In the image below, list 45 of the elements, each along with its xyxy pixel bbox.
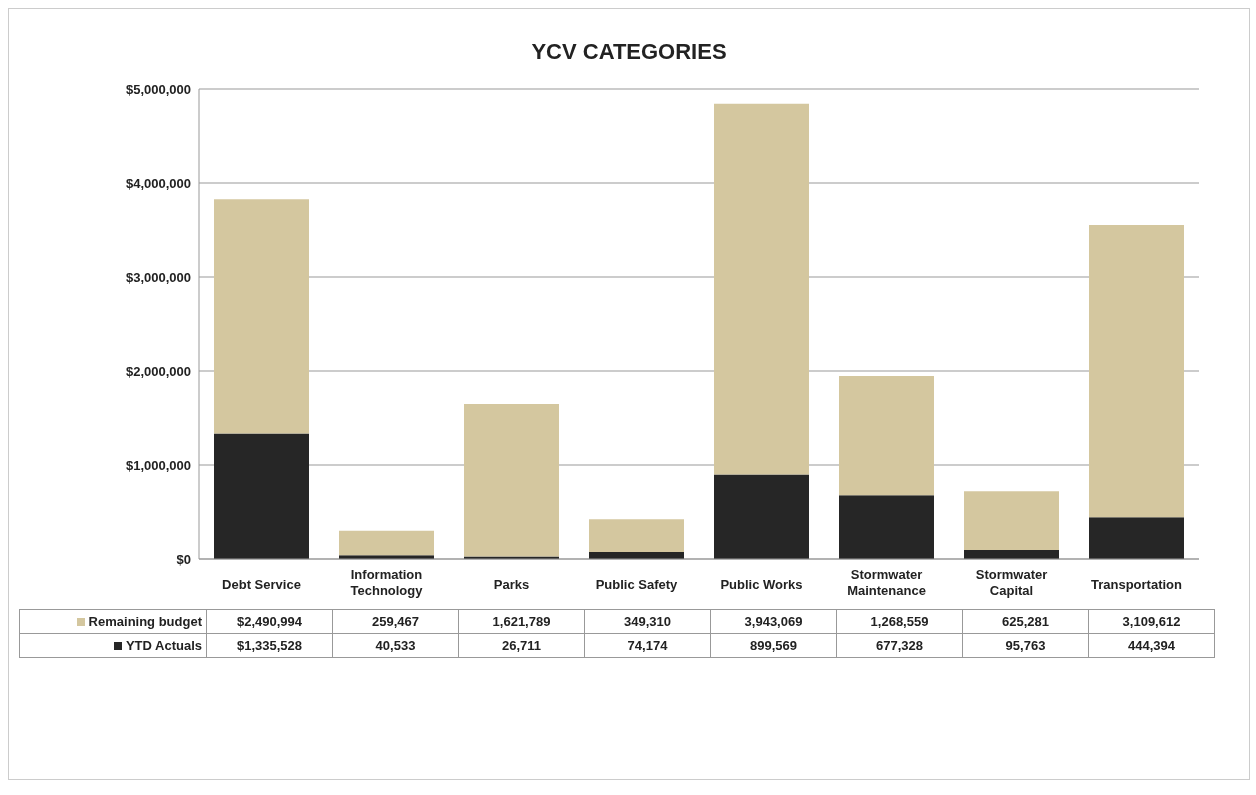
data-label: 677,328 — [836, 633, 963, 658]
bar — [214, 199, 309, 434]
x-tick-label: Stormwater Maintenance — [847, 567, 926, 598]
y-tick-label: $5,000,000 — [125, 81, 191, 97]
data-label: 1,268,559 — [836, 609, 963, 634]
bar — [589, 519, 684, 553]
data-label: $1,335,528 — [206, 633, 333, 658]
bar — [1089, 224, 1184, 518]
data-label: 625,281 — [962, 609, 1089, 634]
bar — [714, 103, 809, 475]
x-tick-label: Stormwater Capital — [975, 567, 1048, 598]
data-label: 444,394 — [1088, 633, 1215, 658]
bar — [214, 433, 309, 559]
legend-label: Remaining budget — [19, 609, 207, 634]
x-tick-label: Public Works — [720, 577, 803, 592]
data-label: 26,711 — [458, 633, 585, 658]
legend-label: YTD Actuals — [19, 633, 207, 658]
y-tick-label: $3,000,000 — [125, 269, 191, 285]
data-label: 74,174 — [584, 633, 711, 658]
data-label: 3,943,069 — [710, 609, 837, 634]
data-label: 40,533 — [332, 633, 459, 658]
chart-title: YCV CATEGORIES — [530, 38, 728, 66]
x-tick-label: Parks — [493, 577, 530, 592]
bar — [839, 495, 934, 559]
data-label: 259,467 — [332, 609, 459, 634]
y-tick-label: $1,000,000 — [125, 457, 191, 473]
bar — [1089, 517, 1184, 559]
bar — [964, 491, 1059, 550]
bar — [839, 376, 934, 496]
y-tick-label: $4,000,000 — [125, 175, 191, 191]
bar — [464, 404, 559, 557]
x-tick-label: Public Safety — [595, 577, 679, 592]
x-tick-label: Debt Service — [222, 577, 301, 592]
data-label: 1,621,789 — [458, 609, 585, 634]
bar — [339, 530, 434, 556]
x-tick-label: Information Technology — [350, 567, 424, 598]
data-label: 3,109,612 — [1088, 609, 1215, 634]
x-tick-label: Transportation — [1090, 577, 1183, 592]
y-tick-label: $2,000,000 — [125, 363, 191, 379]
y-tick-label: $0 — [176, 551, 191, 567]
data-label: 899,569 — [710, 633, 837, 658]
data-label: $2,490,994 — [206, 609, 333, 634]
data-label: 349,310 — [584, 609, 711, 634]
data-label: 95,763 — [962, 633, 1089, 658]
bar — [714, 474, 809, 559]
